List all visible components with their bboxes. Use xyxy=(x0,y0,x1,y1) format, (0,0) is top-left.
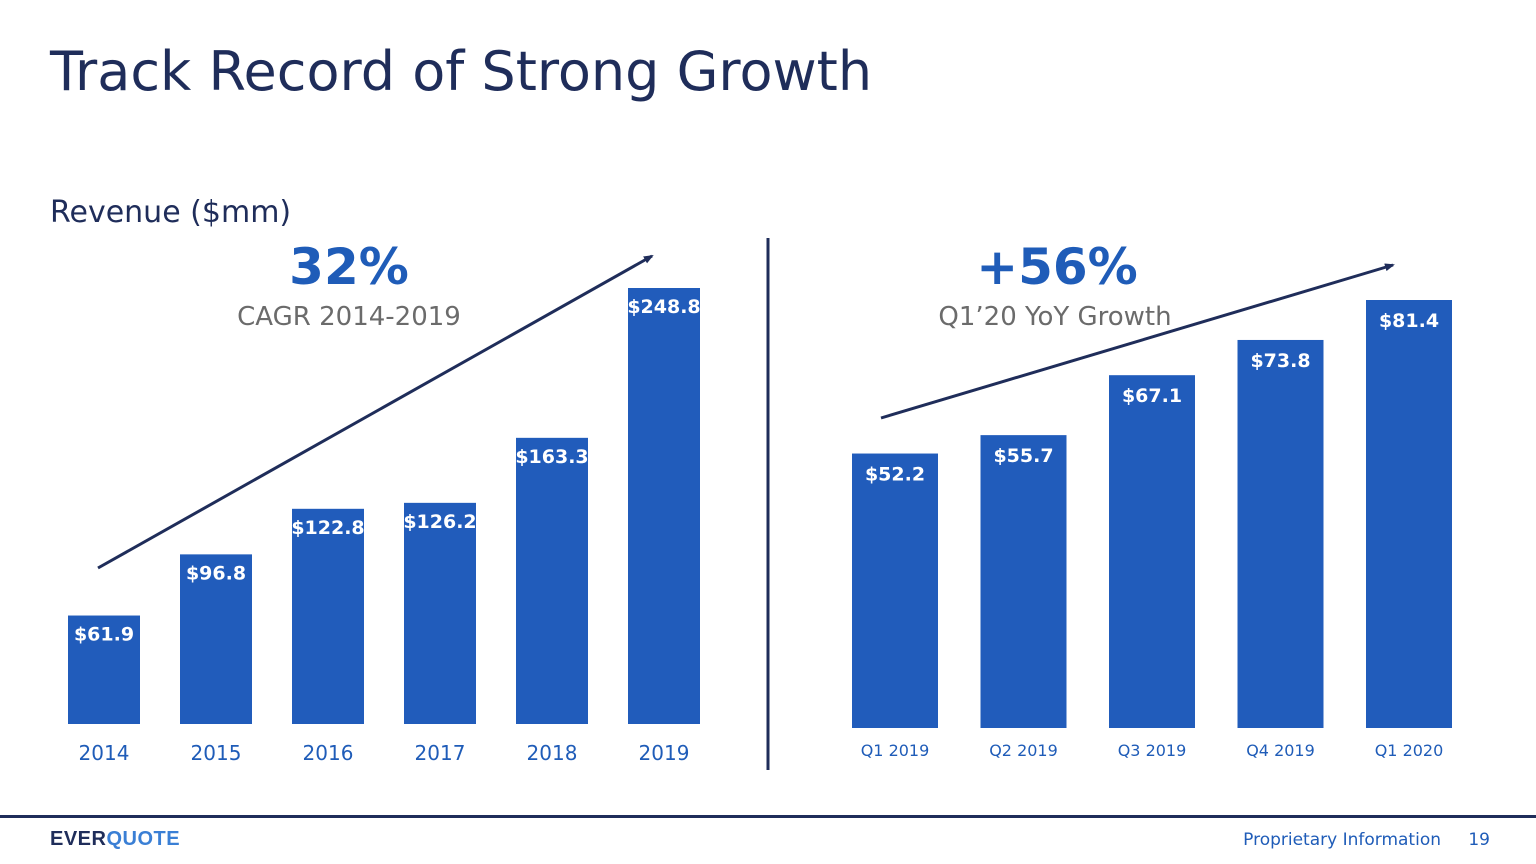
quarterly-bar xyxy=(1237,339,1324,728)
everquote-logo: EVERQUOTE xyxy=(50,828,180,851)
logo-quote: QUOTE xyxy=(106,828,181,850)
quarterly-bar xyxy=(980,435,1067,728)
annual-category-label: 2018 xyxy=(527,741,578,765)
annual-category-label: 2016 xyxy=(303,741,354,765)
annual-category-label: 2014 xyxy=(79,741,130,765)
annual-value-label: $122.8 xyxy=(291,517,364,539)
quarterly-value-label: $81.4 xyxy=(1379,310,1439,332)
quarterly-value-label: $52.2 xyxy=(865,464,925,486)
quarterly-category-label: Q4 2019 xyxy=(1246,741,1315,760)
revenue-subtitle: Revenue ($mm) xyxy=(50,195,292,230)
quarterly-bar xyxy=(1109,375,1195,728)
proprietary-information: Proprietary Information xyxy=(1243,830,1441,850)
annual-value-label: $163.3 xyxy=(515,446,588,468)
quarterly-category-label: Q1 2019 xyxy=(861,741,930,760)
quarterly-bar xyxy=(852,453,938,728)
quarterly-revenue-chart: $52.2 Q1 2019 $55.7 Q2 2019 $67.1 Q3 2019 $73.… xyxy=(852,300,1452,760)
quarterly-bar xyxy=(1366,300,1452,728)
annual-bar xyxy=(180,554,252,724)
annual-bar xyxy=(68,615,140,724)
annual-value-label: $96.8 xyxy=(186,562,246,584)
footer-divider xyxy=(0,815,1536,818)
annual-bar xyxy=(516,437,588,724)
quarterly-category-label: Q2 2019 xyxy=(989,741,1058,760)
quarterly-category-label: Q3 2019 xyxy=(1118,741,1187,760)
annual-value-label: $126.2 xyxy=(403,511,476,533)
page-number: 19 xyxy=(1468,830,1490,850)
yoy-growth-value: +56% xyxy=(976,238,1138,296)
quarterly-value-label: $73.8 xyxy=(1250,350,1310,372)
yoy-growth-caption: Q1’20 YoY Growth xyxy=(938,302,1172,332)
annual-bar xyxy=(628,288,700,724)
cagr-value: 32% xyxy=(289,238,409,296)
annual-category-label: 2019 xyxy=(639,741,690,765)
logo-ever: EVER xyxy=(50,828,107,850)
annual-value-label: $248.8 xyxy=(627,296,700,318)
quarterly-value-label: $67.1 xyxy=(1122,385,1182,407)
cagr-caption: CAGR 2014-2019 xyxy=(237,302,461,332)
annual-value-label: $61.9 xyxy=(74,624,134,646)
annual-category-label: 2015 xyxy=(191,741,242,765)
quarterly-value-label: $55.7 xyxy=(993,445,1053,467)
annual-growth-arrow xyxy=(97,254,654,570)
annual-revenue-chart: $61.9 2014 $96.8 2015 $122.8 2016 $126.2 2017 $1… xyxy=(68,288,701,765)
annual-bar xyxy=(292,508,364,724)
annual-bar xyxy=(404,502,476,724)
quarterly-category-label: Q1 2020 xyxy=(1375,741,1444,760)
slide-title: Track Record of Strong Growth xyxy=(50,40,873,103)
annual-category-label: 2017 xyxy=(415,741,466,765)
quarterly-growth-arrow xyxy=(880,263,1395,420)
